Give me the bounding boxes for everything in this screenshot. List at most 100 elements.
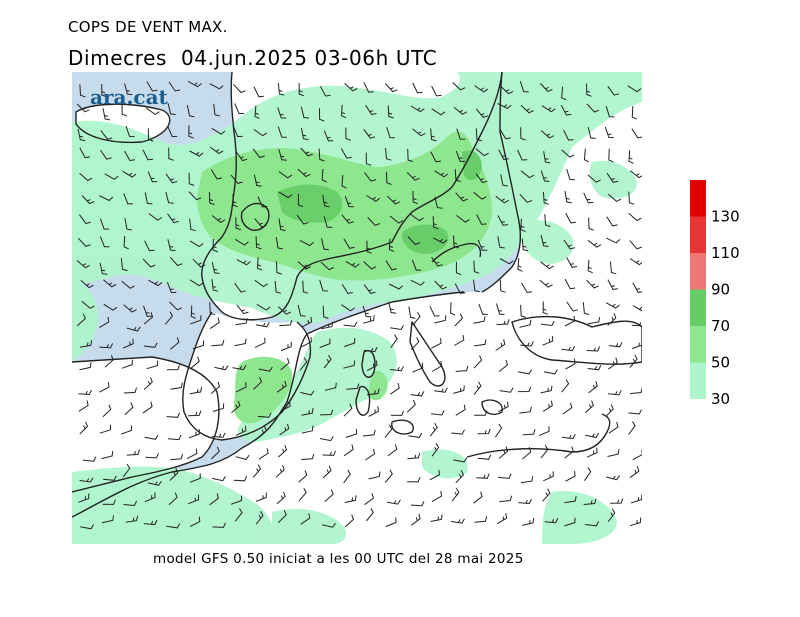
wind-barb bbox=[230, 174, 243, 185]
map-subtitle: Dimecres 04.jun.2025 03-06h UTC bbox=[68, 46, 438, 70]
wind-barb bbox=[498, 446, 509, 459]
wind-barb bbox=[388, 238, 395, 253]
wind-barb bbox=[451, 518, 465, 524]
wind-barb bbox=[77, 128, 86, 142]
wind-barb bbox=[258, 366, 273, 372]
wind-barb bbox=[408, 306, 416, 319]
wind-barb bbox=[319, 279, 328, 292]
wind-barb bbox=[434, 387, 448, 393]
wind-gust-map: ara.cat bbox=[72, 72, 642, 544]
wind-barb bbox=[478, 303, 488, 315]
wind-barb bbox=[169, 468, 179, 481]
wind-barb bbox=[123, 387, 137, 394]
wind-barb bbox=[368, 471, 381, 480]
wind-barb bbox=[122, 338, 134, 349]
wind-barb bbox=[341, 214, 354, 224]
wind-barb bbox=[364, 172, 377, 182]
wind-barb bbox=[234, 338, 247, 347]
wind-barb bbox=[498, 359, 509, 373]
wind-barb bbox=[365, 448, 376, 461]
wind-barb bbox=[364, 493, 374, 506]
wind-barb bbox=[189, 473, 201, 483]
wind-barb bbox=[255, 236, 262, 250]
wind-barb bbox=[586, 103, 600, 113]
map-title: COPS DE VENT MAX. bbox=[68, 18, 228, 36]
wind-barb bbox=[188, 172, 195, 186]
wind-barb bbox=[253, 174, 262, 187]
wind-barb bbox=[473, 355, 483, 369]
wind-barb bbox=[412, 82, 423, 94]
wind-barb bbox=[79, 340, 93, 348]
wind-barb bbox=[189, 516, 201, 528]
wind-barb bbox=[254, 218, 267, 228]
wind-barb bbox=[496, 303, 505, 315]
wind-barb bbox=[564, 315, 576, 327]
wind-barb bbox=[143, 342, 158, 348]
wind-barb bbox=[606, 237, 621, 244]
wind-barb bbox=[540, 170, 550, 182]
wind-barb bbox=[497, 103, 512, 110]
wind-barb bbox=[430, 128, 437, 142]
wind-barb bbox=[166, 364, 180, 371]
wind-barb bbox=[520, 341, 534, 347]
wind-barb bbox=[629, 354, 638, 368]
wind-barb bbox=[561, 86, 567, 101]
wind-barb bbox=[301, 453, 315, 460]
wind-barb bbox=[565, 471, 576, 482]
wind-barb bbox=[539, 279, 553, 288]
legend-band bbox=[690, 253, 706, 290]
wind-barb bbox=[628, 212, 642, 222]
wind-barb bbox=[235, 425, 247, 436]
wind-barb bbox=[235, 454, 250, 460]
wind-barb bbox=[104, 355, 114, 368]
wind-barb bbox=[450, 302, 456, 316]
wind-barb bbox=[451, 429, 465, 435]
wind-barb bbox=[605, 302, 620, 309]
wind-barb bbox=[473, 491, 483, 504]
wind-barb bbox=[588, 381, 598, 394]
wind-barb bbox=[319, 436, 334, 442]
wind-barb bbox=[473, 316, 486, 324]
wind-legend: 130 110 90 70 50 30 bbox=[690, 180, 740, 405]
wind-barb bbox=[211, 432, 226, 438]
wind-barb bbox=[587, 126, 596, 139]
wind-barb bbox=[214, 365, 229, 371]
wind-barb bbox=[343, 321, 358, 327]
wind-barb bbox=[254, 279, 268, 288]
wind-barb bbox=[434, 196, 443, 209]
wind-barb bbox=[297, 261, 311, 270]
wind-barb bbox=[99, 195, 114, 202]
wind-barb bbox=[519, 193, 533, 203]
wind-barb bbox=[99, 343, 114, 349]
legend-label: 50 bbox=[711, 354, 730, 372]
wind-barb bbox=[475, 173, 488, 184]
wind-barb bbox=[607, 85, 620, 96]
wind-barb bbox=[564, 278, 576, 290]
wind-barb bbox=[384, 469, 393, 483]
wind-barb bbox=[583, 192, 594, 204]
wind-barb bbox=[79, 147, 91, 159]
wind-barb bbox=[124, 83, 133, 96]
wind-barb bbox=[233, 83, 246, 94]
wind-barb bbox=[147, 171, 158, 183]
wind-barb bbox=[121, 103, 127, 117]
wind-barb bbox=[630, 170, 642, 179]
wind-barb bbox=[407, 236, 421, 246]
wind-barb bbox=[542, 400, 553, 412]
wind-barb bbox=[564, 446, 574, 459]
wind-barb bbox=[366, 360, 378, 371]
wind-barb bbox=[78, 237, 91, 247]
wind-barb bbox=[253, 128, 268, 137]
wind-barb bbox=[543, 471, 554, 482]
wind-barb bbox=[627, 85, 642, 93]
wind-barb bbox=[345, 428, 357, 438]
wind-barb bbox=[211, 261, 220, 274]
wind-barb bbox=[98, 382, 110, 393]
wind-barb bbox=[519, 319, 532, 328]
wind-barb bbox=[410, 213, 424, 222]
wind-barb bbox=[561, 433, 576, 440]
wind-barb bbox=[253, 86, 264, 98]
wind-barb bbox=[517, 386, 532, 393]
wind-barb bbox=[188, 410, 202, 417]
wind-barb bbox=[588, 217, 594, 231]
